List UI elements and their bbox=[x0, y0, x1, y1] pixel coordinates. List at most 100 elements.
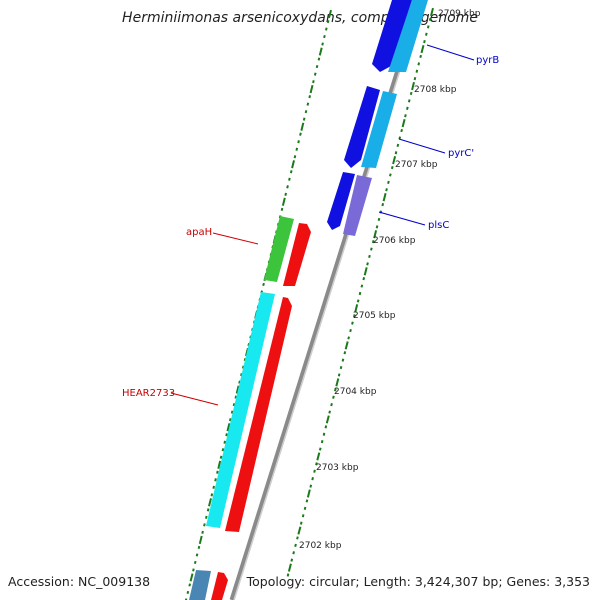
gene-arrow-pyrB-lightblue bbox=[388, 0, 428, 72]
scale-tick-minor bbox=[219, 455, 223, 459]
scale-tick-minor bbox=[356, 299, 360, 303]
scale-tick-minor bbox=[322, 432, 326, 436]
scale-tick-minor bbox=[305, 499, 309, 503]
scale-tick-minor bbox=[349, 328, 352, 333]
scale-tick-minor bbox=[293, 155, 297, 159]
scale-tick-minor bbox=[205, 515, 208, 519]
scale-tick-minor bbox=[216, 470, 219, 474]
scale-tick-minor bbox=[309, 484, 313, 488]
scale-tick-minor bbox=[193, 560, 197, 565]
scale-tick-minor bbox=[296, 536, 299, 540]
scale-tick-minor bbox=[313, 72, 317, 76]
scale-tick-minor bbox=[375, 225, 379, 229]
gene-arrow-pyrC-lightblue bbox=[361, 91, 397, 168]
scale-tick-minor bbox=[320, 440, 324, 444]
scale-tick-minor bbox=[358, 291, 362, 296]
scale-tick-major bbox=[281, 197, 286, 206]
scale-tick-minor bbox=[214, 478, 217, 482]
scale-tick-minor bbox=[312, 80, 315, 84]
scale-tick-major bbox=[226, 423, 231, 432]
gene-arrow-hear2733-cyan bbox=[206, 292, 275, 528]
gene-features bbox=[189, 0, 428, 600]
scale-tick-minor bbox=[206, 508, 210, 512]
gene-label-apaH: apaH bbox=[186, 227, 212, 238]
scale-label-2704: 2704 kbp bbox=[334, 387, 377, 397]
scale-tick-major bbox=[291, 160, 295, 169]
gene-arrow-apaH-green bbox=[264, 216, 294, 282]
scale-tick-minor bbox=[290, 558, 294, 562]
scale-tick-minor bbox=[406, 106, 409, 110]
scale-tick-minor bbox=[286, 573, 290, 577]
scale-tick-minor bbox=[323, 34, 326, 39]
scale-tick-minor bbox=[413, 77, 417, 81]
scale-tick-major bbox=[208, 498, 212, 507]
scale-tick-minor bbox=[289, 170, 293, 174]
scale-tick-minor bbox=[262, 282, 265, 287]
scale-tick-minor bbox=[362, 277, 366, 281]
scale-tick-minor bbox=[295, 147, 299, 151]
topology-text: Topology: circular; Length: 3,424,307 bp… bbox=[246, 574, 590, 589]
scale-label-2706: 2706 kbp bbox=[373, 236, 416, 246]
scale-tick-minor bbox=[317, 57, 321, 61]
scale-tick-minor bbox=[351, 321, 354, 325]
scale-tick-minor bbox=[428, 17, 432, 22]
scale-tick-major bbox=[309, 84, 314, 94]
scale-tick-minor bbox=[334, 388, 337, 392]
scale-tick-minor bbox=[419, 54, 422, 59]
scale-tick-major bbox=[354, 304, 359, 313]
gene-arrow-hear2733-red bbox=[225, 297, 292, 532]
scale-tick-minor bbox=[306, 102, 310, 106]
scale-tick-minor bbox=[197, 545, 201, 550]
gene-arrow-bottom-steel bbox=[189, 570, 211, 600]
scale-tick-minor bbox=[203, 523, 206, 527]
gene-label-plsC: plsC bbox=[428, 220, 449, 231]
scale-tick-major bbox=[189, 573, 194, 582]
scale-tick-major bbox=[325, 415, 330, 424]
scale-tick-minor bbox=[301, 514, 305, 518]
scale-tick-minor bbox=[347, 336, 350, 340]
gene-label-pyrB: pyrB bbox=[476, 55, 499, 66]
scale-ticks-inner bbox=[286, 7, 434, 577]
scale-tick-major bbox=[318, 47, 323, 56]
scale-tick-minor bbox=[297, 140, 300, 144]
scale-tick-major bbox=[382, 193, 387, 202]
accession-text: Accession: NC_009138 bbox=[8, 574, 151, 589]
scale-tick-minor bbox=[303, 506, 307, 510]
scale-tick-minor bbox=[326, 19, 330, 24]
scale-tick-minor bbox=[230, 410, 234, 414]
scale-tick-minor bbox=[315, 462, 318, 466]
scale-tick-minor bbox=[353, 314, 356, 318]
scale-tick-minor bbox=[234, 395, 238, 399]
scale-tick-minor bbox=[212, 485, 215, 489]
scale-tick-minor bbox=[337, 373, 341, 377]
scale-tick-minor bbox=[294, 543, 297, 547]
scale-tick-minor bbox=[426, 25, 430, 29]
scale-tick-minor bbox=[370, 247, 373, 251]
scale-tick-minor bbox=[210, 493, 214, 497]
scale-tick-major bbox=[300, 122, 305, 131]
gene-arrow-pyrB-blue bbox=[372, 0, 412, 72]
scale-tick-minor bbox=[280, 207, 284, 211]
scale-tick-major bbox=[363, 267, 368, 276]
scale-tick-minor bbox=[223, 440, 227, 444]
scale-tick-minor bbox=[308, 95, 311, 99]
scale-tick-minor bbox=[330, 403, 333, 407]
scale-tick-minor bbox=[404, 114, 407, 118]
scale-tick-minor bbox=[389, 173, 392, 177]
scale-tick-minor bbox=[409, 91, 413, 96]
scale-tick-major bbox=[328, 9, 332, 19]
scale-tick-minor bbox=[381, 202, 385, 207]
scale-tick-minor bbox=[284, 192, 287, 196]
scale-tick-minor bbox=[417, 62, 421, 66]
scale-tick-minor bbox=[415, 69, 419, 73]
scale-tick-minor bbox=[240, 373, 243, 377]
scale-tick-major bbox=[392, 156, 397, 165]
label-leaders bbox=[170, 44, 475, 406]
scale-tick-minor bbox=[332, 395, 335, 399]
gene-arrow-pyrC-blue bbox=[344, 86, 380, 168]
scale-tick-minor bbox=[425, 32, 428, 36]
scale-tick-major bbox=[420, 44, 425, 54]
gene-label-pyrC: pyrC' bbox=[448, 148, 474, 159]
scale-tick-major bbox=[335, 378, 340, 387]
scale-tick-minor bbox=[385, 188, 388, 192]
